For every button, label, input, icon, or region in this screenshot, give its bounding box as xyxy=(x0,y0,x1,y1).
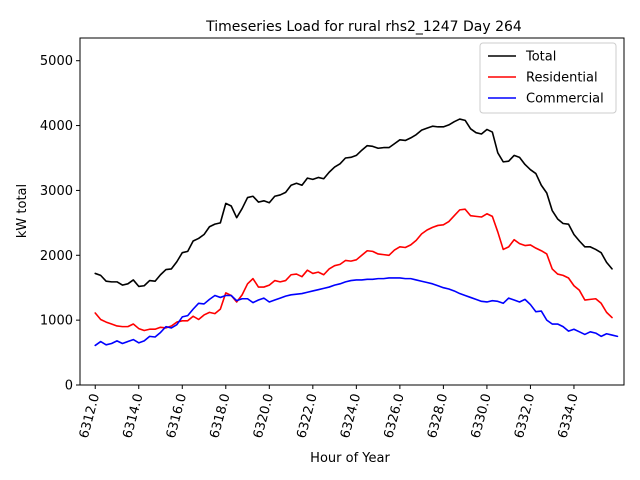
legend-label-total: Total xyxy=(525,50,556,65)
x-axis-label: Hour of Year xyxy=(310,451,390,466)
series-layer xyxy=(94,118,619,347)
plot-frame xyxy=(79,37,625,386)
series-line-total xyxy=(94,118,613,288)
legend-label-residential: Residential xyxy=(526,71,598,86)
series-line-residential xyxy=(94,208,613,332)
legend: Total Residential Commercial xyxy=(479,42,617,114)
y-tick-label: 3000 xyxy=(40,184,73,199)
y-tick-label: 2000 xyxy=(40,249,73,264)
y-axis-label: kW total xyxy=(15,184,30,238)
y-tick-label: 4000 xyxy=(40,119,73,134)
legend-label-commercial: Commercial xyxy=(526,92,604,107)
y-tick-label: 1000 xyxy=(40,314,73,329)
y-axis: 0 1000 2000 3000 4000 5000 xyxy=(40,54,80,394)
chart-title: Timeseries Load for rural rhs2_1247 Day … xyxy=(205,19,522,35)
series-line-commercial xyxy=(94,277,619,347)
y-tick-label: 0 xyxy=(65,379,73,394)
y-tick-label: 5000 xyxy=(40,54,73,69)
legend-box xyxy=(479,42,617,114)
